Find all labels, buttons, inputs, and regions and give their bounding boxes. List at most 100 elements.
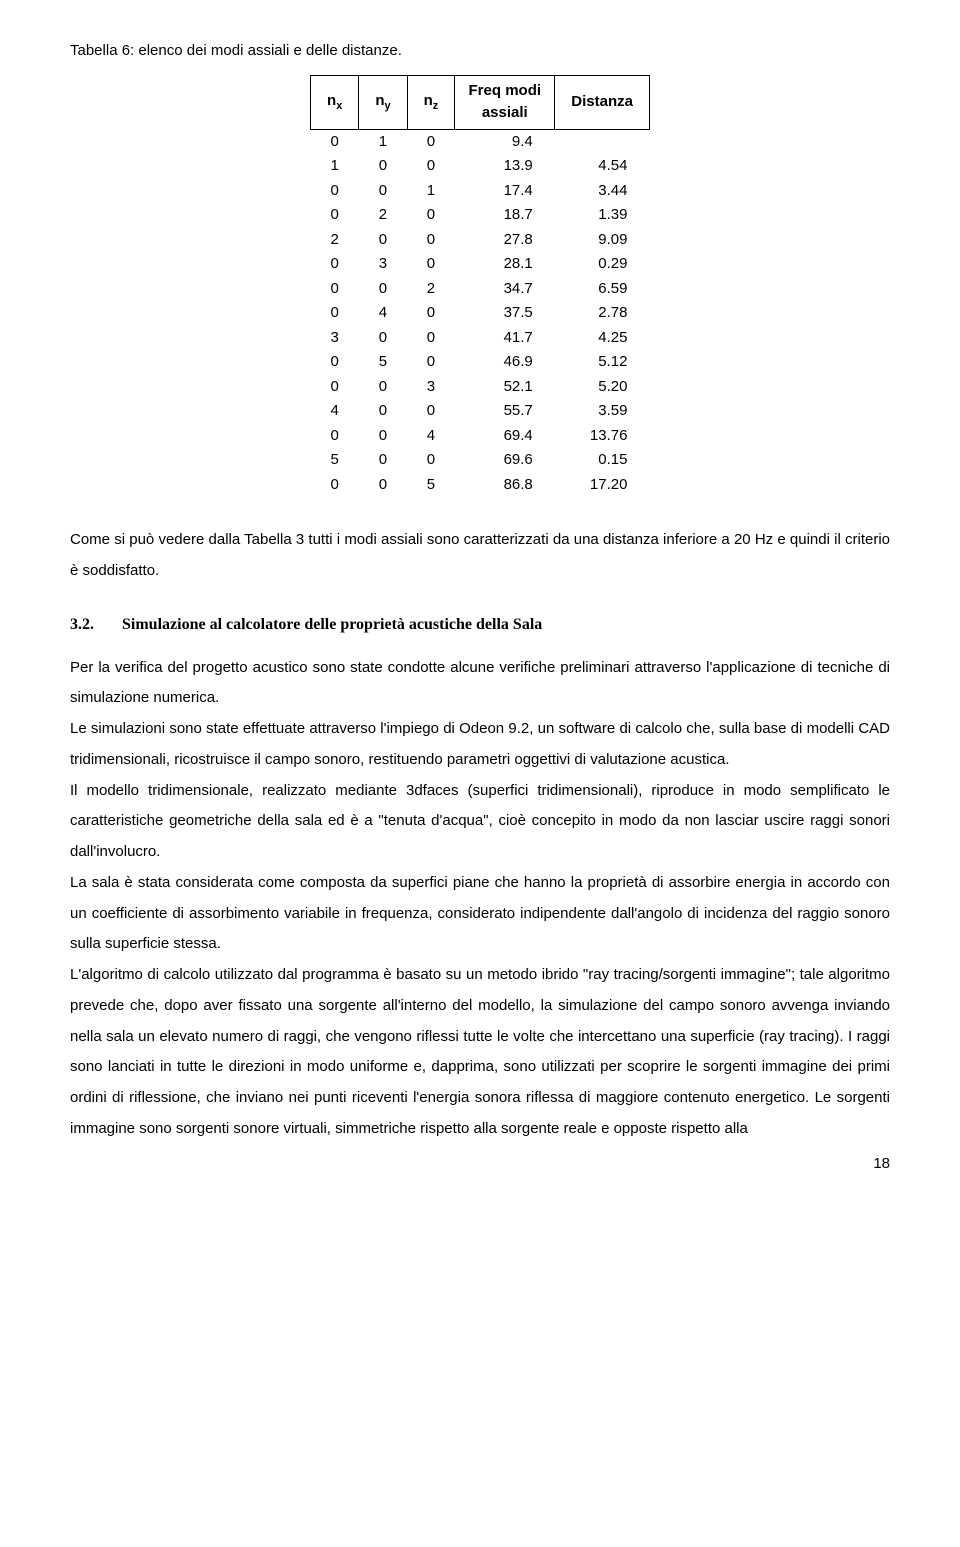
paragraph-5: La sala è stata considerata come compost… xyxy=(70,868,890,960)
table-row: 00117.43.44 xyxy=(311,179,650,204)
cell-nz: 0 xyxy=(407,326,455,351)
table-caption: Tabella 6: elenco dei modi assiali e del… xyxy=(70,40,890,63)
col-nx: nx xyxy=(311,75,359,129)
cell-ny: 1 xyxy=(359,129,407,154)
cell-nz: 0 xyxy=(407,301,455,326)
cell-nz: 0 xyxy=(407,203,455,228)
cell-ny: 5 xyxy=(359,350,407,375)
cell-ny: 0 xyxy=(359,154,407,179)
cell-nx: 0 xyxy=(311,473,359,498)
cell-nx: 4 xyxy=(311,399,359,424)
cell-freq: 13.9 xyxy=(455,154,555,179)
cell-freq: 17.4 xyxy=(455,179,555,204)
cell-ny: 0 xyxy=(359,473,407,498)
cell-nz: 2 xyxy=(407,277,455,302)
cell-ny: 3 xyxy=(359,252,407,277)
col-nz: nz xyxy=(407,75,455,129)
cell-nx: 3 xyxy=(311,326,359,351)
cell-nz: 5 xyxy=(407,473,455,498)
cell-nz: 0 xyxy=(407,399,455,424)
cell-nz: 0 xyxy=(407,448,455,473)
cell-dist: 3.59 xyxy=(555,399,650,424)
cell-nz: 0 xyxy=(407,252,455,277)
cell-nz: 0 xyxy=(407,228,455,253)
cell-ny: 0 xyxy=(359,277,407,302)
cell-nx: 0 xyxy=(311,179,359,204)
cell-ny: 0 xyxy=(359,424,407,449)
table-row: 0109.4 xyxy=(311,129,650,154)
cell-nz: 0 xyxy=(407,154,455,179)
cell-freq: 28.1 xyxy=(455,252,555,277)
cell-nx: 0 xyxy=(311,350,359,375)
cell-freq: 55.7 xyxy=(455,399,555,424)
cell-nz: 1 xyxy=(407,179,455,204)
cell-dist: 17.20 xyxy=(555,473,650,498)
cell-ny: 2 xyxy=(359,203,407,228)
table-row: 30041.74.25 xyxy=(311,326,650,351)
table-row: 00234.76.59 xyxy=(311,277,650,302)
cell-ny: 4 xyxy=(359,301,407,326)
cell-dist: 3.44 xyxy=(555,179,650,204)
cell-nx: 0 xyxy=(311,301,359,326)
cell-nx: 0 xyxy=(311,277,359,302)
col-ny: ny xyxy=(359,75,407,129)
cell-ny: 0 xyxy=(359,228,407,253)
col-freq: Freq modiassiali xyxy=(455,75,555,129)
table-row: 04037.52.78 xyxy=(311,301,650,326)
cell-nx: 0 xyxy=(311,203,359,228)
table-row: 02018.71.39 xyxy=(311,203,650,228)
cell-nz: 3 xyxy=(407,375,455,400)
cell-nx: 2 xyxy=(311,228,359,253)
table-row: 00469.413.76 xyxy=(311,424,650,449)
cell-dist: 5.12 xyxy=(555,350,650,375)
paragraph-3: Le simulazioni sono state effettuate att… xyxy=(70,714,890,776)
page-number: 18 xyxy=(70,1153,890,1176)
table-row: 50069.60.15 xyxy=(311,448,650,473)
table-row: 00352.15.20 xyxy=(311,375,650,400)
cell-freq: 37.5 xyxy=(455,301,555,326)
cell-nx: 1 xyxy=(311,154,359,179)
table-row: 40055.73.59 xyxy=(311,399,650,424)
cell-freq: 69.4 xyxy=(455,424,555,449)
paragraph-2: Per la verifica del progetto acustico so… xyxy=(70,653,890,715)
section-title: Simulazione al calcolatore delle proprie… xyxy=(122,616,542,633)
cell-freq: 52.1 xyxy=(455,375,555,400)
section-heading: 3.2. Simulazione al calcolatore delle pro… xyxy=(70,613,890,637)
cell-dist: 2.78 xyxy=(555,301,650,326)
cell-dist: 0.29 xyxy=(555,252,650,277)
cell-ny: 0 xyxy=(359,399,407,424)
table-row: 10013.94.54 xyxy=(311,154,650,179)
cell-nz: 0 xyxy=(407,129,455,154)
cell-nx: 0 xyxy=(311,252,359,277)
cell-ny: 0 xyxy=(359,179,407,204)
cell-dist: 0.15 xyxy=(555,448,650,473)
cell-nx: 0 xyxy=(311,129,359,154)
table-row: 00586.817.20 xyxy=(311,473,650,498)
col-dist: Distanza xyxy=(555,75,650,129)
cell-freq: 69.6 xyxy=(455,448,555,473)
cell-ny: 0 xyxy=(359,375,407,400)
cell-nx: 5 xyxy=(311,448,359,473)
cell-dist: 9.09 xyxy=(555,228,650,253)
paragraph-4: Il modello tridimensionale, realizzato m… xyxy=(70,776,890,868)
cell-freq: 41.7 xyxy=(455,326,555,351)
cell-nz: 0 xyxy=(407,350,455,375)
table-row: 03028.10.29 xyxy=(311,252,650,277)
cell-dist: 13.76 xyxy=(555,424,650,449)
cell-freq: 46.9 xyxy=(455,350,555,375)
cell-freq: 9.4 xyxy=(455,129,555,154)
cell-dist: 1.39 xyxy=(555,203,650,228)
cell-dist: 4.25 xyxy=(555,326,650,351)
section-number: 3.2. xyxy=(70,616,94,633)
cell-ny: 0 xyxy=(359,326,407,351)
cell-freq: 27.8 xyxy=(455,228,555,253)
cell-ny: 0 xyxy=(359,448,407,473)
cell-dist: 4.54 xyxy=(555,154,650,179)
table-row: 05046.95.12 xyxy=(311,350,650,375)
table-row: 20027.89.09 xyxy=(311,228,650,253)
cell-dist xyxy=(555,129,650,154)
paragraph-intro: Come si può vedere dalla Tabella 3 tutti… xyxy=(70,525,890,587)
cell-dist: 6.59 xyxy=(555,277,650,302)
cell-nz: 4 xyxy=(407,424,455,449)
modes-table: nx ny nz Freq modiassiali Distanza 0109.… xyxy=(310,75,650,498)
